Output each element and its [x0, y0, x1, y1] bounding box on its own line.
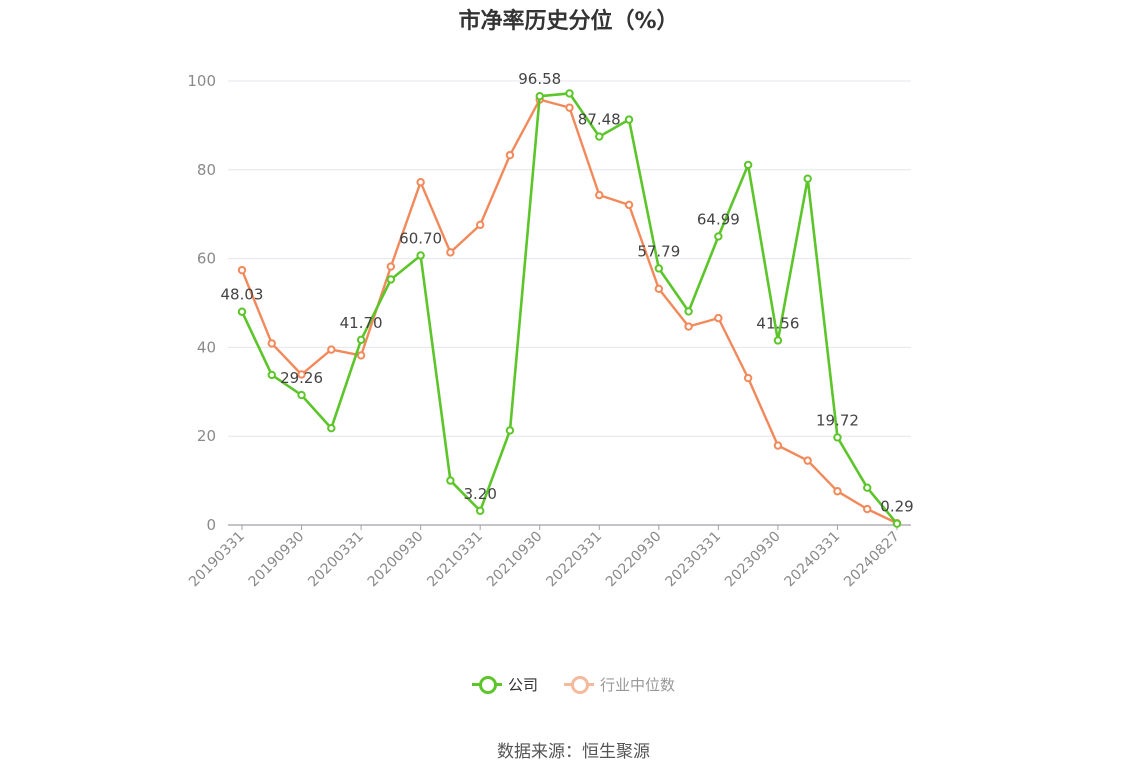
series-1-point-17: [743, 373, 753, 383]
data-label-8: 3.20: [463, 485, 496, 503]
series-1-point-13: [624, 200, 634, 210]
series-0-point-2: [297, 390, 306, 400]
series-0-point-9: [505, 426, 515, 435]
series-1-point-1: [267, 339, 276, 348]
series-1-point-6: [416, 178, 425, 187]
data-label-6: 60.70: [399, 229, 442, 247]
data-label-14: 57.79: [637, 242, 680, 260]
series-line-0: [240, 92, 899, 525]
data-label-2: 29.26: [280, 369, 323, 387]
series-1-point-5: [386, 262, 396, 271]
axes: 0 20 40 60 80 100 2019033120190930202003312020…: [186, 72, 911, 590]
series-1-point-8: [475, 220, 485, 230]
legend-label-industry: 行业中位数: [600, 675, 676, 694]
series-0-point-3: [327, 424, 336, 433]
series-0-point-10: [535, 91, 544, 101]
data-label-0: 48.03: [221, 286, 264, 304]
series-0-point-21: [863, 483, 872, 492]
series-1-point-0: [237, 265, 247, 275]
x-tick-label-20240331: 20240331: [782, 529, 844, 591]
series-0-point-0: [237, 307, 247, 316]
y-tick-label-20: 20: [197, 427, 216, 445]
y-tick-label-80: 80: [197, 161, 216, 179]
series-0-point-5: [386, 275, 396, 284]
x-tick-label-20230930: 20230930: [722, 529, 784, 591]
legend-swatch-company-icon: [471, 673, 502, 695]
y-tick-label-60: 60: [197, 250, 216, 268]
series-0-point-20: [833, 433, 842, 442]
legend: 公司 行业中位数: [0, 673, 1147, 695]
series-0-point-8: [475, 506, 485, 515]
series-0-point-4: [356, 335, 366, 345]
series-lines: [237, 89, 902, 528]
legend-item-industry[interactable]: 行业中位数: [564, 673, 675, 695]
x-tick-label-20200331: 20200331: [305, 529, 367, 591]
series-1-point-20: [833, 487, 842, 496]
series-0-point-19: [803, 174, 812, 183]
series-0-point-17: [743, 160, 753, 170]
data-label-20: 19.72: [816, 411, 859, 429]
x-tick-label-20240827: 20240827: [841, 529, 903, 591]
series-0-point-16: [714, 232, 723, 241]
data-labels: 48.03 29.26 41.70 60.70 3.20 96.58 87.48 57.79 6…: [221, 70, 914, 516]
series-1-point-4: [356, 351, 366, 360]
x-tick-label-20210930: 20210930: [484, 529, 546, 591]
x-tick-label-20230331: 20230331: [662, 529, 724, 591]
legend-label-company: 公司: [507, 675, 538, 694]
series-1-point-11: [565, 103, 574, 112]
series-1-point-12: [595, 190, 604, 200]
series-1-point-7: [446, 248, 455, 257]
x-tick-label-20220930: 20220930: [603, 529, 665, 591]
data-label-12: 87.48: [578, 111, 621, 129]
data-label-10: 96.58: [518, 70, 561, 88]
chart-title: 市净率历史分位（%）: [458, 9, 679, 34]
series-1-point-21: [863, 504, 872, 514]
series-line-1: [240, 98, 898, 525]
data-label-18: 41.56: [756, 314, 799, 332]
x-tick-label-20220331: 20220331: [543, 529, 605, 591]
series-1-point-9: [505, 150, 515, 160]
grid-lines: [228, 80, 911, 437]
series-0-point-13: [624, 115, 634, 124]
x-tick-label-20200930: 20200930: [365, 529, 427, 591]
source-note: 数据来源：恒生聚源: [497, 742, 650, 762]
series-0-point-15: [684, 307, 693, 316]
series-0-point-22: [892, 519, 902, 528]
y-tick-label-40: 40: [197, 338, 216, 356]
series-0-point-18: [773, 336, 783, 345]
series-0-point-11: [565, 89, 574, 98]
series-1-point-16: [714, 313, 723, 323]
series-0-point-12: [595, 132, 604, 141]
data-label-16: 64.99: [697, 210, 740, 228]
legend-swatch-industry-icon: [564, 673, 594, 695]
series-0-point-7: [446, 476, 455, 485]
y-tick-label-0: 0: [206, 516, 216, 534]
y-tick-label-100: 100: [187, 72, 216, 90]
x-tick-label-20190930: 20190930: [246, 529, 308, 591]
series-1-point-18: [773, 441, 783, 450]
series-1-point-3: [327, 345, 336, 354]
series-1-point-19: [803, 456, 812, 465]
series-1-point-2: [297, 370, 306, 379]
data-label-4: 41.70: [340, 314, 383, 332]
x-tick-label-20190331: 20190331: [186, 529, 248, 591]
data-label-22: 0.29: [880, 498, 913, 516]
series-1-point-15: [684, 322, 693, 331]
x-tick-label-20210331: 20210331: [424, 529, 486, 591]
series-0-point-6: [416, 251, 425, 260]
series-1-point-14: [654, 284, 664, 293]
legend-item-company[interactable]: 公司: [471, 673, 538, 695]
series-0-point-14: [654, 264, 664, 273]
series-0-point-1: [267, 370, 276, 380]
